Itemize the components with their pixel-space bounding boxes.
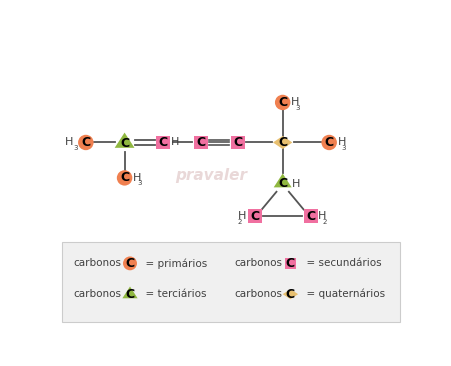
Text: C: C <box>306 210 315 223</box>
Text: C: C <box>120 137 129 150</box>
Text: = terciários: = terciários <box>139 289 207 299</box>
Text: H: H <box>318 212 327 221</box>
Polygon shape <box>115 132 134 148</box>
Text: carbonos: carbonos <box>235 258 283 268</box>
Circle shape <box>78 135 93 150</box>
Circle shape <box>123 257 137 270</box>
FancyBboxPatch shape <box>304 209 318 223</box>
Text: C: C <box>278 96 287 109</box>
Text: C: C <box>159 136 168 149</box>
Text: = primários: = primários <box>139 258 207 269</box>
Text: H: H <box>133 173 142 183</box>
Text: H: H <box>238 212 246 221</box>
Text: pravaler: pravaler <box>175 168 248 183</box>
Text: C: C <box>250 210 259 223</box>
Text: 3: 3 <box>295 105 299 111</box>
Text: 3: 3 <box>74 145 78 151</box>
Text: carbonos: carbonos <box>235 289 283 299</box>
Text: C: C <box>278 177 287 190</box>
Text: carbonos: carbonos <box>74 289 121 299</box>
Text: C: C <box>125 257 134 270</box>
Polygon shape <box>274 173 292 187</box>
FancyBboxPatch shape <box>62 242 400 322</box>
FancyBboxPatch shape <box>193 135 207 149</box>
Text: C: C <box>81 136 90 149</box>
Text: carbonos: carbonos <box>74 258 121 268</box>
Text: = secundários: = secundários <box>300 258 382 268</box>
Text: 3: 3 <box>137 180 142 186</box>
Text: C: C <box>325 136 334 149</box>
FancyBboxPatch shape <box>231 135 245 149</box>
Circle shape <box>322 135 337 150</box>
Text: C: C <box>120 171 129 184</box>
Text: C: C <box>278 136 287 149</box>
Text: H: H <box>171 138 179 147</box>
Text: C: C <box>125 288 134 301</box>
Text: H: H <box>338 138 346 147</box>
Polygon shape <box>273 136 292 149</box>
Circle shape <box>117 170 132 186</box>
Text: C: C <box>286 288 295 301</box>
FancyBboxPatch shape <box>156 135 170 149</box>
Circle shape <box>275 95 290 110</box>
Text: H: H <box>292 179 300 189</box>
FancyBboxPatch shape <box>248 209 262 223</box>
Text: H: H <box>291 97 299 108</box>
Polygon shape <box>122 287 138 298</box>
Text: 2: 2 <box>322 219 327 225</box>
Text: = quaternários: = quaternários <box>300 289 386 299</box>
Text: C: C <box>286 257 295 270</box>
Polygon shape <box>283 289 298 299</box>
Text: 2: 2 <box>238 219 242 225</box>
Text: H: H <box>65 138 74 147</box>
Text: 3: 3 <box>341 145 346 151</box>
Text: C: C <box>196 136 205 149</box>
Text: C: C <box>233 136 242 149</box>
FancyBboxPatch shape <box>285 258 296 269</box>
